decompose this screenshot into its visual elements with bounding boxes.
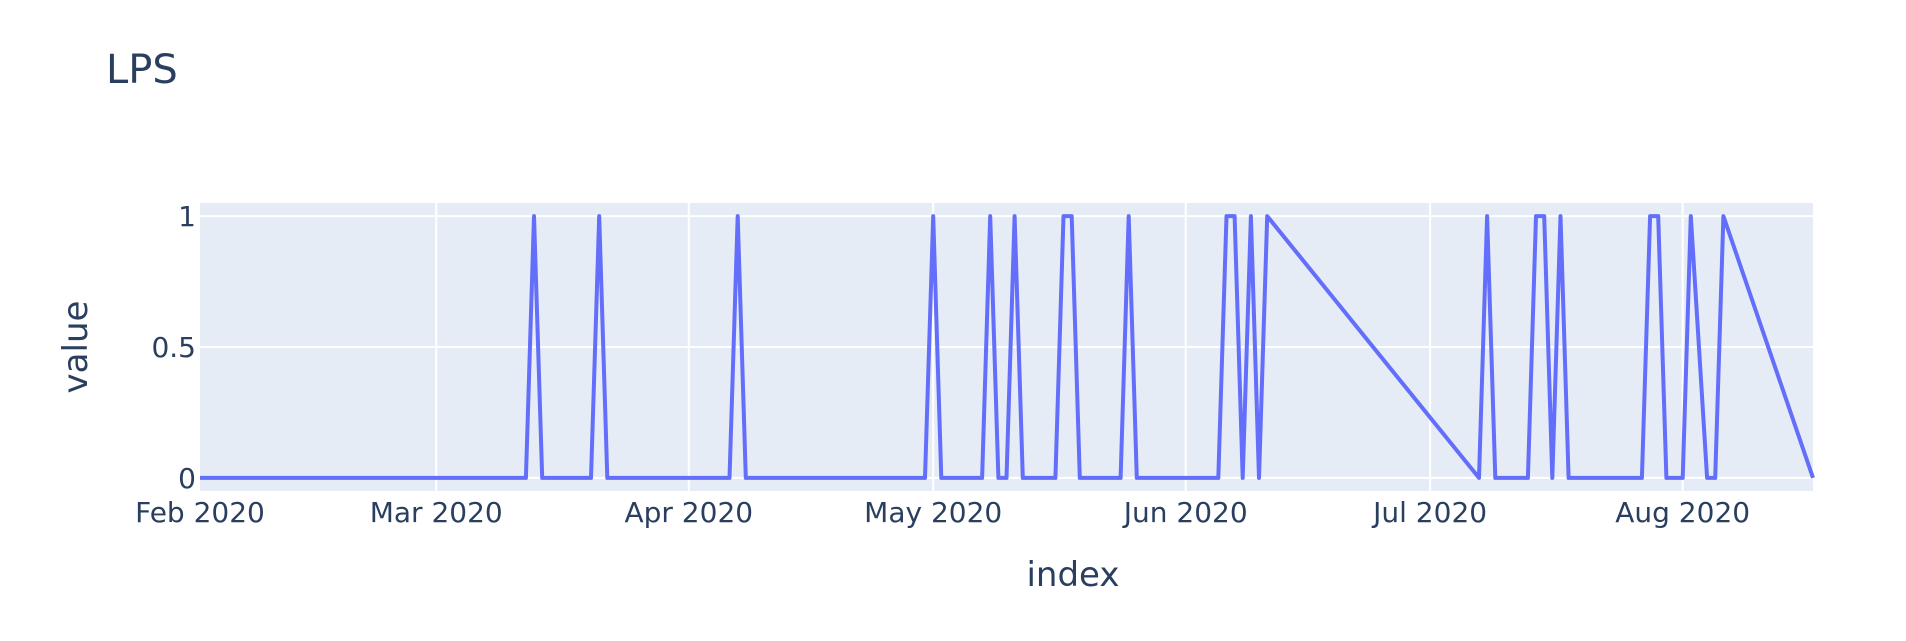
x-tick-label: Jul 2020 bbox=[1371, 496, 1487, 529]
y-tick-label: 0 bbox=[178, 462, 196, 495]
chart-title: LPS bbox=[106, 47, 178, 93]
series-line bbox=[200, 214, 1815, 480]
y-tick-label: 1 bbox=[178, 200, 196, 233]
x-tick-label: Mar 2020 bbox=[370, 496, 503, 529]
x-tick-label: Aug 2020 bbox=[1615, 496, 1750, 529]
y-axis-ticks: 00.51 bbox=[151, 200, 196, 495]
y-axis-title: value bbox=[56, 301, 96, 394]
x-tick-label: Apr 2020 bbox=[624, 496, 753, 529]
x-axis-title: index bbox=[1026, 555, 1119, 595]
x-axis-ticks: Feb 2020 Mar 2020 Apr 2020 May 2020 Jun 2020… bbox=[135, 496, 1750, 529]
x-tick-label: Jun 2020 bbox=[1122, 496, 1248, 529]
x-tick-label: Feb 2020 bbox=[135, 496, 265, 529]
x-tick-label: May 2020 bbox=[864, 496, 1002, 529]
y-tick-label: 0.5 bbox=[151, 331, 196, 364]
series-lines bbox=[200, 214, 1815, 480]
